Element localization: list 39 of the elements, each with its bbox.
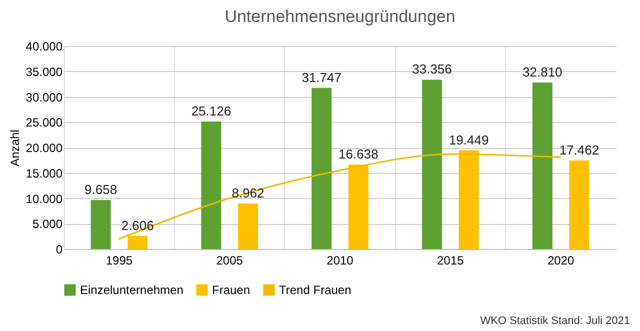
y-tick-label: 25.000 xyxy=(26,116,63,130)
legend-label: Trend Frauen xyxy=(279,283,352,297)
bar xyxy=(312,88,332,249)
text: WKO Statistik Stand: Juli 2021 xyxy=(480,315,630,327)
bar xyxy=(348,164,368,249)
bar xyxy=(569,160,590,249)
y-axis-title: Anzahl xyxy=(8,130,22,166)
legend-label: Einzelunternehmen xyxy=(80,283,184,297)
y-tick-label: 15.000 xyxy=(26,166,63,180)
y-tick-label: 10.000 xyxy=(26,192,63,206)
legend-label: Frauen xyxy=(212,283,250,297)
data-label: 25.126 xyxy=(191,103,232,118)
bar xyxy=(201,121,222,249)
data-label: 32.810 xyxy=(522,64,562,80)
x-tick-label: 1995 xyxy=(106,254,133,268)
data-label: 19.449 xyxy=(448,132,489,148)
y-tick-label: 35.000 xyxy=(26,64,63,79)
data-label: 31.747 xyxy=(302,70,342,85)
y-tick-label: 5.000 xyxy=(32,217,63,232)
bar xyxy=(532,82,552,249)
y-tick-label: 40.000 xyxy=(26,40,63,54)
data-label: 17.462 xyxy=(559,142,600,158)
data-label: 33.356 xyxy=(412,62,452,77)
x-tick-label: 2010 xyxy=(326,254,354,268)
y-tick-label: 0 xyxy=(56,242,63,256)
data-label: 9.658 xyxy=(84,182,118,197)
bar xyxy=(238,204,258,249)
bar xyxy=(128,236,148,249)
x-tick-label: 2005 xyxy=(216,254,244,268)
data-label: 2.606 xyxy=(121,218,154,233)
y-tick-label: 20.000 xyxy=(26,141,63,155)
bar xyxy=(422,80,442,249)
x-tick-label: 2015 xyxy=(437,254,464,268)
x-tick-label: 2020 xyxy=(547,254,574,268)
y-tick-label: 30.000 xyxy=(26,90,63,104)
bar xyxy=(90,200,111,249)
bar xyxy=(458,150,479,249)
chart-title: Unternehmensneugründungen xyxy=(224,7,456,26)
data-label: 16.638 xyxy=(338,146,378,162)
